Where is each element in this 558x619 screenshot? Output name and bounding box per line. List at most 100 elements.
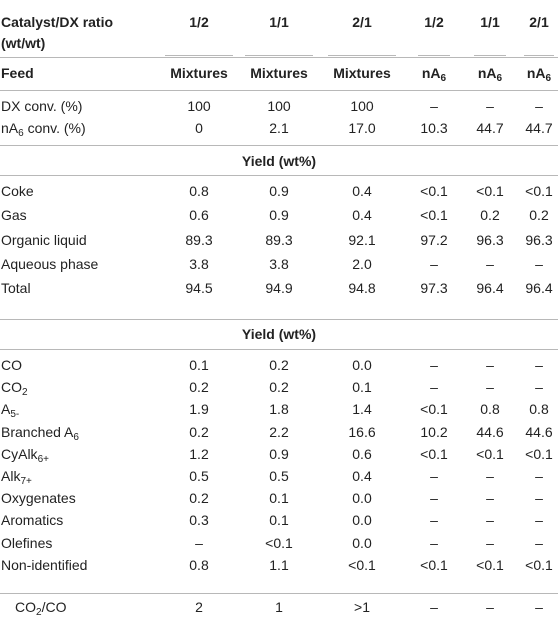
row-label: Olefines xyxy=(1,534,53,551)
value-cell: <0.1 xyxy=(420,183,448,199)
value-cell: 10.2 xyxy=(420,423,448,440)
value-cell: 0.8 xyxy=(480,401,500,418)
value-cell: – xyxy=(430,379,438,396)
value-cell: <0.1 xyxy=(525,445,553,462)
value-cell: 0.2 xyxy=(480,207,500,224)
value-cell: – xyxy=(535,98,543,114)
table-row: Alk7+ 0.5 0.5 0.4 – – – xyxy=(0,465,558,487)
value-cell: 0.6 xyxy=(189,207,209,224)
row-label: Coke xyxy=(1,183,34,199)
row-label: CO2/CO xyxy=(15,599,67,618)
value-cell: <0.1 xyxy=(265,534,293,551)
section-title-yield-products: Yield (wt%) xyxy=(241,326,317,342)
value-cell: 0.8 xyxy=(529,401,549,418)
table-row: Non-identified 0.8 1.1 <0.1 <0.1 <0.1 <0.1 xyxy=(0,554,558,576)
table-row: Total 94.5 94.9 94.8 97.3 96.4 96.4 xyxy=(0,277,558,299)
value-cell: – xyxy=(535,357,543,373)
value-cell: 89.3 xyxy=(185,231,213,248)
value-cell: – xyxy=(430,599,438,615)
value-cell: – xyxy=(535,490,543,507)
feed-cell: nA6 xyxy=(477,65,503,84)
value-cell: – xyxy=(535,512,543,529)
value-cell: 3.8 xyxy=(269,255,289,272)
value-cell: 0.2 xyxy=(529,207,549,224)
ratio-cell: 1/2 xyxy=(424,14,444,30)
value-cell: 2.0 xyxy=(352,255,372,272)
value-cell: 0.1 xyxy=(189,357,209,373)
row-label: CO xyxy=(1,357,22,373)
value-cell: – xyxy=(430,357,438,373)
value-cell: 16.6 xyxy=(348,423,376,440)
row-label: Total xyxy=(1,280,31,297)
value-cell: 0.4 xyxy=(352,468,372,484)
ratio-unit-label: (wt/wt) xyxy=(1,35,46,51)
value-cell: 0.4 xyxy=(352,183,372,199)
value-cell: <0.1 xyxy=(348,556,376,573)
value-cell: 0.2 xyxy=(189,379,209,396)
row-label: CyAlk6+ xyxy=(1,445,49,465)
value-cell: – xyxy=(486,255,494,272)
table-row: Coke 0.8 0.9 0.4 <0.1 <0.1 <0.1 xyxy=(0,180,558,202)
table-row: Organic liquid 89.3 89.3 92.1 97.2 96.3 96.3 xyxy=(0,229,558,251)
feed-rule xyxy=(0,90,558,91)
value-cell: 94.8 xyxy=(348,280,376,297)
value-cell: 100 xyxy=(187,98,211,114)
value-cell: 44.6 xyxy=(476,423,504,440)
value-cell: 17.0 xyxy=(348,120,376,136)
value-cell: 0.2 xyxy=(189,490,209,507)
row-label: Gas xyxy=(1,207,27,224)
value-cell: 44.7 xyxy=(476,120,504,136)
value-cell: <0.1 xyxy=(420,207,448,224)
value-cell: 97.2 xyxy=(420,231,448,248)
value-cell: – xyxy=(430,468,438,484)
value-cell: – xyxy=(535,534,543,551)
value-cell: – xyxy=(486,534,494,551)
value-cell: 0.0 xyxy=(352,534,372,551)
table-row: CO 0.1 0.2 0.0 – – – xyxy=(0,354,558,376)
value-cell: 1.2 xyxy=(189,445,209,462)
value-cell: – xyxy=(486,379,494,396)
row-label: Organic liquid xyxy=(1,231,87,248)
value-cell: 0.1 xyxy=(269,512,289,529)
value-cell: 0.3 xyxy=(189,512,209,529)
value-cell: <0.1 xyxy=(420,445,448,462)
value-cell: 44.7 xyxy=(525,120,553,136)
value-cell: 0.9 xyxy=(269,445,289,462)
value-cell: – xyxy=(430,98,438,114)
value-cell: 1 xyxy=(275,599,283,615)
ratio-cell: 2/1 xyxy=(529,14,549,30)
value-cell: <0.1 xyxy=(420,556,448,573)
value-cell: 0.1 xyxy=(269,490,289,507)
value-cell: – xyxy=(535,255,543,272)
value-cell: 96.3 xyxy=(476,231,504,248)
value-cell: 97.3 xyxy=(420,280,448,297)
value-cell: 0.2 xyxy=(269,357,289,373)
ratio-label: Catalyst/DX ratio xyxy=(1,14,114,30)
value-cell: 2.1 xyxy=(269,120,289,136)
value-cell: 2.2 xyxy=(269,423,289,440)
row-label: DX conv. (%) xyxy=(1,98,83,114)
value-cell: 44.6 xyxy=(525,423,553,440)
header-rule xyxy=(0,57,558,58)
value-cell: – xyxy=(195,534,203,551)
section1-bottom-rule xyxy=(0,175,558,176)
value-cell: 96.4 xyxy=(525,280,553,297)
value-cell: 3.8 xyxy=(189,255,209,272)
value-cell: 89.3 xyxy=(265,231,293,248)
row-label: Aromatics xyxy=(1,512,64,529)
table-row: Aqueous phase 3.8 3.8 2.0 – – – xyxy=(0,253,558,275)
value-cell: 100 xyxy=(267,98,291,114)
value-cell: 0.6 xyxy=(352,445,372,462)
row-label: Oxygenates xyxy=(1,490,76,507)
value-cell: 1.9 xyxy=(189,401,209,418)
value-cell: 1.1 xyxy=(269,556,289,573)
table-row: Branched A6 0.2 2.2 16.6 10.2 44.6 44.6 xyxy=(0,421,558,443)
value-cell: – xyxy=(535,599,543,615)
ratio-cell: 1/1 xyxy=(480,14,500,30)
value-cell: 96.4 xyxy=(476,280,504,297)
section2-top-rule xyxy=(0,319,558,320)
value-cell: – xyxy=(430,255,438,272)
row-label: Aqueous phase xyxy=(1,255,99,272)
value-cell: 0.2 xyxy=(269,379,289,396)
value-cell: – xyxy=(535,379,543,396)
